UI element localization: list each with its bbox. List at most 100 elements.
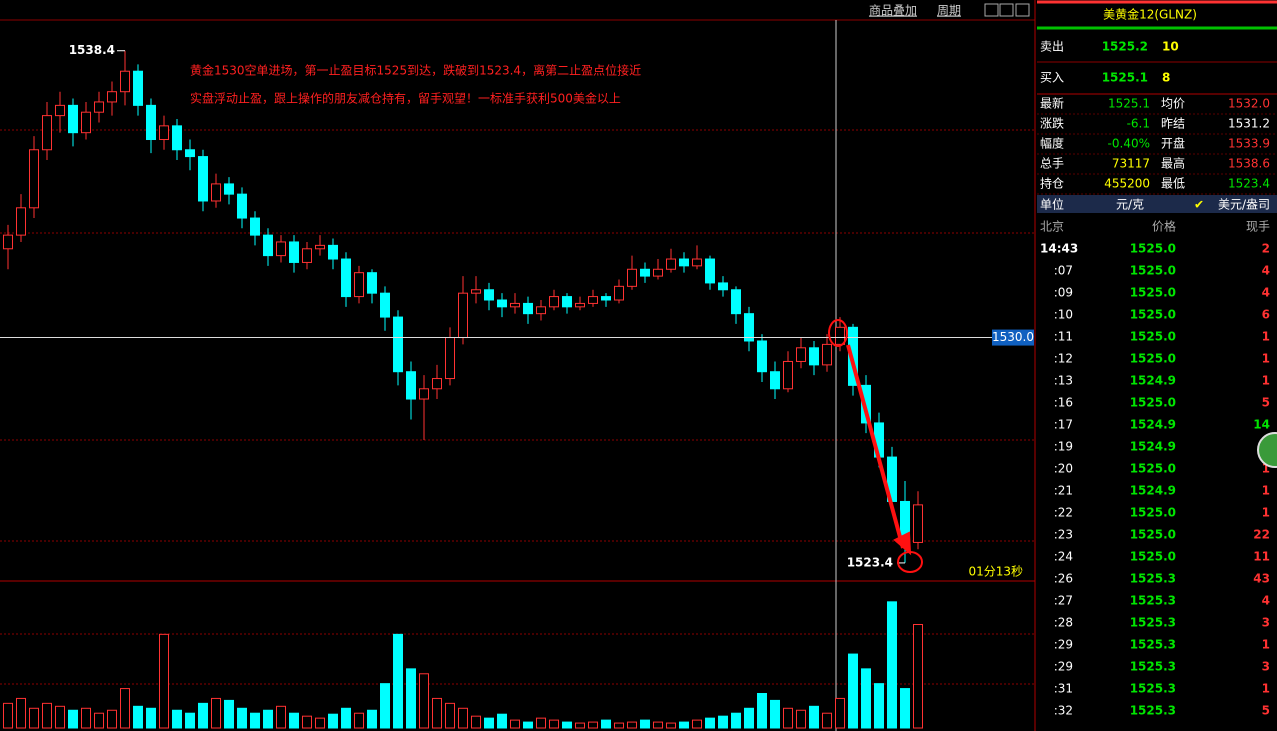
candle-body	[133, 70, 143, 106]
tick-price: 1525.0	[1130, 330, 1176, 344]
candle-body	[315, 244, 325, 250]
volume-bar	[3, 702, 13, 729]
stat-value: 455200	[1104, 177, 1150, 191]
tick-qty: 1	[1262, 330, 1270, 344]
tick-qty: 6	[1262, 308, 1270, 322]
volume-bar	[289, 712, 299, 729]
volume-bar	[900, 688, 910, 729]
volume-bar	[432, 697, 442, 729]
candle-body	[913, 504, 923, 543]
candle-body	[497, 299, 507, 308]
cursor-price: 1530.0	[992, 330, 1034, 344]
unit-usd[interactable]: 美元/盎司	[1218, 198, 1270, 212]
volume-bar	[601, 719, 611, 729]
symbol-title: 美黄金12(GLNZ)	[1103, 7, 1197, 22]
volume-bar	[159, 633, 169, 729]
annotation: 实盘浮动止盈，跟上操作的朋友减仓持有，留手观望！一标准手获利500美金以上	[190, 91, 621, 106]
tick-qty: 3	[1262, 660, 1270, 674]
tick-time: :13	[1054, 374, 1073, 388]
stat-value: 1533.9	[1228, 137, 1270, 151]
overlay-button[interactable]: 商品叠加	[869, 3, 917, 18]
volume-bar	[497, 713, 507, 729]
sell-qty: 10	[1162, 40, 1179, 54]
stat-value: 1525.1	[1108, 97, 1150, 111]
candle-body	[289, 241, 299, 263]
volume-bar	[887, 601, 897, 729]
tick-time: :29	[1054, 660, 1073, 674]
annotation: 黄金1530空单进场，第一止盈目标1525到达，跌破到1523.4，离第二止盈点…	[190, 63, 641, 78]
candle-body	[692, 258, 702, 267]
candle-body	[367, 272, 377, 294]
candle-body	[471, 289, 481, 294]
candle-body	[757, 340, 767, 373]
tick-price: 1525.3	[1130, 616, 1176, 630]
candle-body	[809, 347, 819, 366]
candle-body	[107, 91, 117, 103]
tick-qty: 4	[1262, 286, 1270, 300]
tick-price: 1525.0	[1130, 352, 1176, 366]
candle-body	[627, 268, 637, 287]
tick-qty: 43	[1253, 572, 1270, 586]
period-button[interactable]: 周期	[937, 4, 961, 18]
tick-price: 1525.0	[1130, 396, 1176, 410]
sell-price: 1525.2	[1102, 40, 1148, 54]
buy-price: 1525.1	[1102, 71, 1148, 85]
stat-label: 幅度	[1040, 136, 1064, 151]
float-button[interactable]	[1257, 432, 1277, 468]
volume-bar	[848, 653, 858, 729]
candle-body	[822, 343, 832, 366]
volume-bar	[55, 705, 65, 729]
stat-label: 涨跌	[1040, 116, 1064, 131]
cursor-box	[992, 329, 1034, 346]
volume-bar	[198, 702, 208, 729]
stat-label: 最低	[1161, 177, 1185, 191]
unit-cny[interactable]: 元/克	[1116, 198, 1144, 212]
volume-bar	[237, 707, 247, 729]
nav-icons[interactable]	[984, 3, 1030, 17]
candle-body	[354, 272, 364, 298]
candle-body	[276, 241, 286, 257]
candle-body	[328, 244, 338, 260]
volume-bar	[809, 705, 819, 729]
volume-bar	[211, 697, 221, 729]
volume-bar	[744, 707, 754, 729]
volume-bar	[302, 715, 312, 729]
tick-time: :31	[1054, 682, 1073, 696]
candle-body	[380, 292, 390, 318]
candle-body	[510, 302, 520, 308]
candle-body	[731, 289, 741, 315]
candle-body	[406, 371, 416, 400]
stat-value: -6.1	[1127, 117, 1150, 131]
volume-bar	[133, 705, 143, 729]
volume-bar	[484, 717, 494, 729]
candle-body	[224, 183, 234, 195]
col-header: 北京	[1040, 220, 1064, 234]
stat-label: 最新	[1040, 96, 1064, 111]
volume-bar	[796, 709, 806, 729]
volume-bar	[94, 712, 104, 729]
volume-bar	[861, 668, 871, 729]
stat-label: 昨结	[1161, 117, 1185, 131]
volume-bar	[445, 702, 455, 729]
tick-time: :24	[1054, 550, 1073, 564]
tick-qty: 4	[1262, 594, 1270, 608]
candle-body	[484, 289, 494, 301]
stat-value: 1531.2	[1228, 117, 1270, 131]
volume-bar	[835, 697, 845, 729]
volume-bar	[640, 719, 650, 729]
volume-bar	[588, 721, 598, 729]
candle-body	[341, 258, 351, 298]
candle-body	[614, 285, 624, 301]
candle-body	[185, 149, 195, 158]
candle-body	[42, 115, 52, 151]
candle-body	[744, 313, 754, 342]
candle-body	[783, 360, 793, 390]
volume-bar	[458, 707, 468, 729]
volume-bar	[29, 707, 39, 729]
tick-time: :27	[1054, 594, 1073, 608]
tick-qty: 11	[1253, 550, 1270, 564]
tick-price: 1525.0	[1130, 528, 1176, 542]
stat-value: 73117	[1112, 157, 1150, 171]
candle-body	[393, 316, 403, 373]
volume-bar	[393, 633, 403, 729]
